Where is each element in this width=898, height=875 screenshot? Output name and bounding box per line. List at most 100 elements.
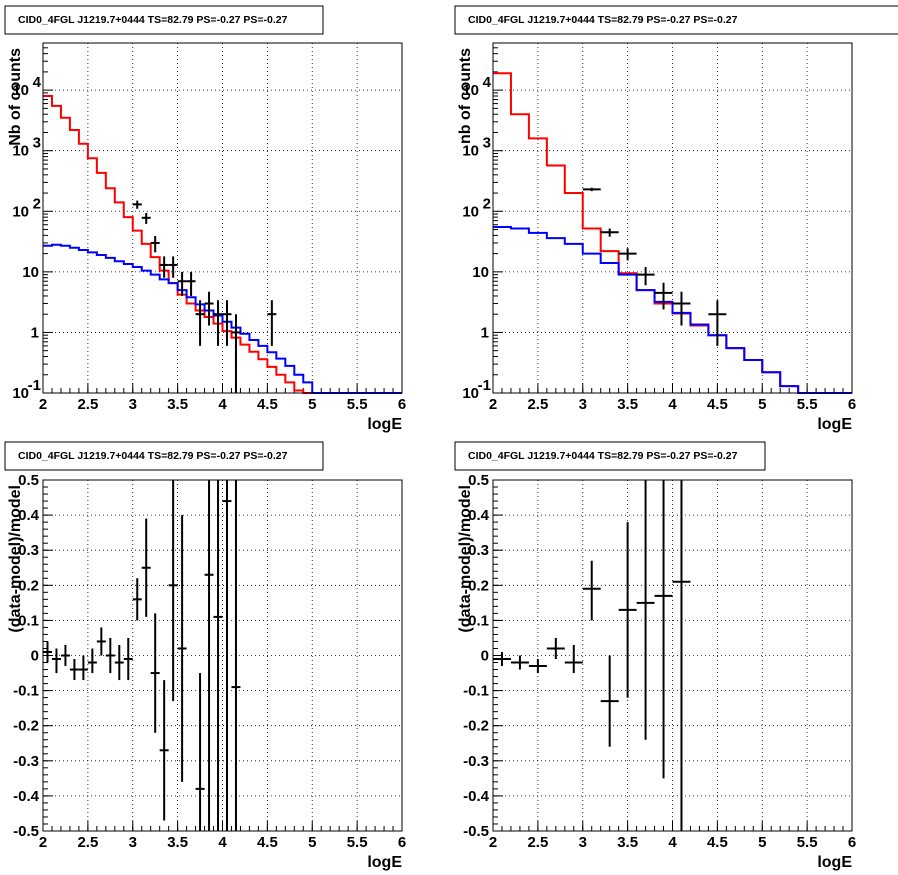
y-tick-label: -0.3 <box>463 753 489 770</box>
data-point <box>168 256 178 278</box>
x-tick-label: 3.5 <box>617 396 638 413</box>
data-point <box>132 200 142 209</box>
x-tick-label: 3.5 <box>167 396 188 413</box>
y-tick-exponent: -1 <box>28 377 41 394</box>
y-tick-exponent: 4 <box>483 74 492 91</box>
data-point <box>582 560 601 621</box>
y-tick-exponent: 2 <box>33 195 41 212</box>
data-point <box>150 613 160 733</box>
title-box <box>4 5 324 35</box>
y-tick-label: 10 <box>472 264 489 281</box>
y-tick-label: -0.5 <box>13 823 39 840</box>
y-tick-label: 10 <box>12 203 29 220</box>
x-tick-label: 5 <box>308 396 316 413</box>
x-tick-label: 2.5 <box>77 396 98 413</box>
x-tick-label: 5.5 <box>797 396 818 413</box>
y-tick-label: 0.5 <box>468 472 489 489</box>
y-tick-label: 1 <box>481 324 489 341</box>
x-tick-label: 5.5 <box>797 834 818 851</box>
data-point <box>546 637 565 660</box>
y-tick-label: 0.4 <box>18 507 40 524</box>
x-tick-label: 3.5 <box>617 834 638 851</box>
y-tick-label: 10 <box>22 264 39 281</box>
x-tick-label: 3 <box>579 834 587 851</box>
y-tick-label: 0.1 <box>18 612 39 629</box>
data-point <box>60 644 70 667</box>
x-tick-label: 4 <box>668 396 677 413</box>
data-point <box>222 300 232 346</box>
x-tick-label: 4 <box>218 834 227 851</box>
chart-panel-3: 2 2.5 3 3.5 4 4.5 5 5.5 6 -0.5 -0.4 -0.3 -0.2 -0.1 0 0.… <box>4 441 406 871</box>
data-point <box>96 627 106 656</box>
y-tick-exponent: 2 <box>483 195 491 212</box>
data-point <box>168 480 178 702</box>
x-tick-label: 4.5 <box>707 834 728 851</box>
y-tick-label: 10 <box>462 143 479 160</box>
y-tick-label: -0.1 <box>13 683 39 700</box>
data-point <box>708 300 727 346</box>
data-point <box>159 680 169 821</box>
y-tick-label: 10 <box>462 385 479 402</box>
y-tick-label: 0 <box>31 648 39 665</box>
x-axis-label: logE <box>817 854 852 871</box>
x-tick-label: 5 <box>308 834 316 851</box>
x-tick-label: 2.5 <box>527 834 548 851</box>
data-point <box>654 282 673 310</box>
x-tick-label: 4 <box>668 834 677 851</box>
y-tick-label: 10 <box>12 385 29 402</box>
data-point <box>69 659 79 681</box>
x-tick-label: 5 <box>758 834 766 851</box>
data-point <box>141 212 151 224</box>
data-point <box>600 655 619 747</box>
data-point <box>177 271 187 296</box>
x-tick-label: 2 <box>489 834 497 851</box>
data-point <box>618 522 637 698</box>
plot-frame <box>492 479 853 832</box>
data-point <box>150 236 160 253</box>
data-point <box>564 644 583 674</box>
data-point <box>672 480 691 831</box>
y-axis-label: (data-model)/model <box>457 485 474 633</box>
data-point <box>618 248 637 261</box>
data-point <box>186 271 196 296</box>
data-point <box>528 659 547 674</box>
y-tick-label: -0.2 <box>13 718 39 735</box>
y-tick-exponent: -1 <box>478 377 491 394</box>
title-box <box>4 441 324 471</box>
y-tick-label: 0.3 <box>18 542 39 559</box>
y-tick-label: 0.2 <box>468 577 489 594</box>
x-tick-label: 2 <box>39 834 47 851</box>
x-tick-label: 3 <box>129 834 137 851</box>
data-point <box>582 187 601 192</box>
data-point <box>493 651 511 667</box>
x-tick-label: 4.5 <box>707 396 728 413</box>
x-tick-label: 4.5 <box>257 396 278 413</box>
y-tick-label: 0.4 <box>468 507 490 524</box>
data-point <box>213 300 223 346</box>
chart-panel-4: 2 2.5 3 3.5 4 4.5 5 5.5 6 -0.5 -0.4 -0.3 -0.2 -0.1 0 0.… <box>454 441 856 871</box>
x-tick-label: 3.5 <box>167 834 188 851</box>
x-tick-label: 4 <box>218 396 227 413</box>
y-tick-label: 0 <box>481 648 489 665</box>
title-box <box>454 441 766 471</box>
x-tick-label: 3 <box>579 396 587 413</box>
data-point <box>636 480 655 740</box>
x-tick-label: 4.5 <box>257 834 278 851</box>
data-point <box>672 291 691 326</box>
data-point <box>231 480 241 831</box>
y-tick-exponent: 4 <box>33 74 42 91</box>
x-tick-label: 2 <box>39 396 47 413</box>
data-point <box>222 480 232 831</box>
x-tick-label: 3 <box>129 396 137 413</box>
data-point <box>204 480 214 831</box>
data-point <box>510 655 529 670</box>
data-point <box>231 314 241 393</box>
y-tick-label: -0.4 <box>13 788 40 805</box>
data-point <box>51 648 61 674</box>
data-point <box>132 578 142 621</box>
data-point <box>654 480 673 779</box>
y-tick-label: -0.3 <box>13 753 39 770</box>
chart-title: CID0_4FGL J1219.7+0444 TS=82.79 PS=-0.27… <box>18 450 288 462</box>
y-tick-exponent: 3 <box>33 135 41 152</box>
y-tick-label: 0.3 <box>468 542 489 559</box>
